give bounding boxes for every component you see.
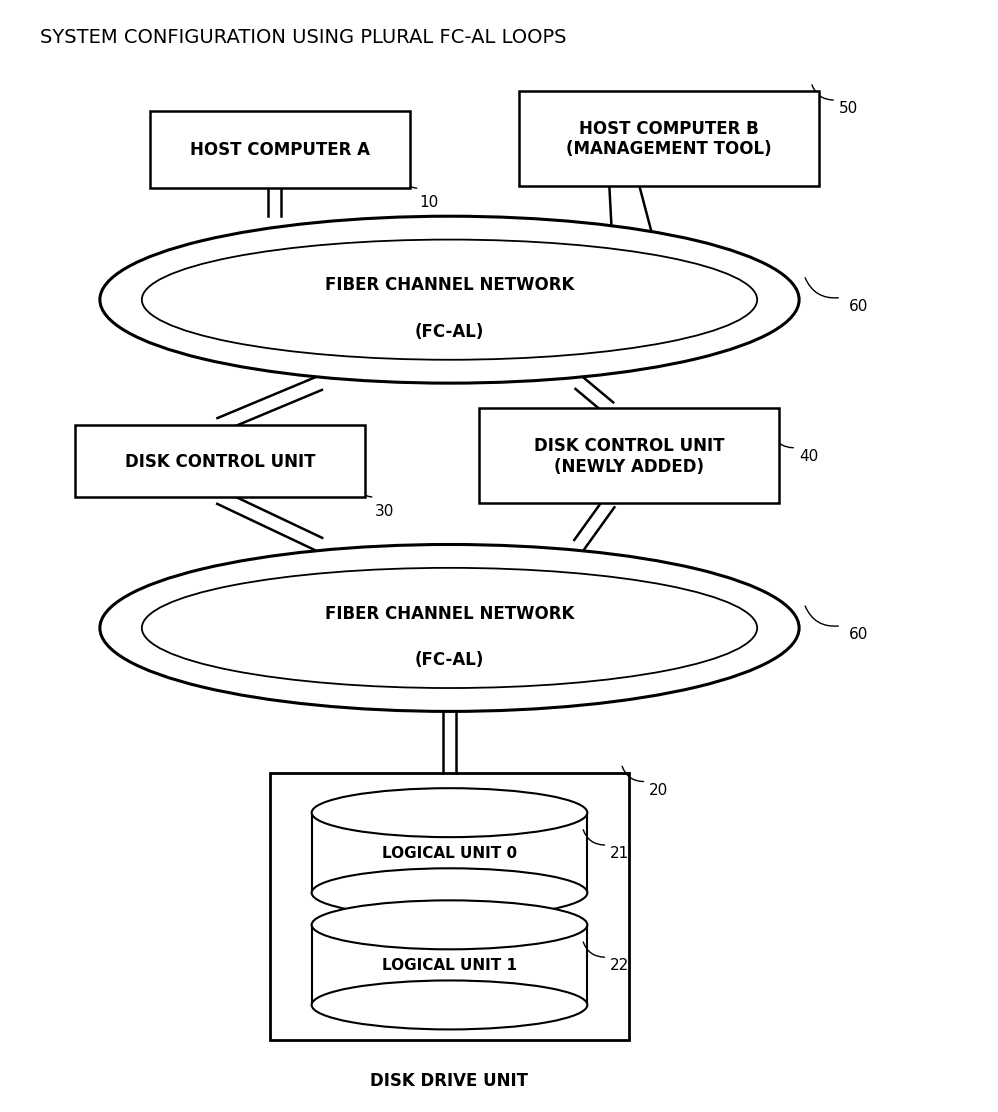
Text: (FC-AL): (FC-AL) — [414, 322, 484, 341]
Text: FIBER CHANNEL NETWORK: FIBER CHANNEL NETWORK — [324, 604, 574, 623]
Bar — [519, 92, 818, 186]
Text: 20: 20 — [649, 782, 668, 797]
Bar — [150, 111, 409, 189]
Bar — [479, 408, 778, 503]
Text: 60: 60 — [848, 626, 867, 642]
Ellipse shape — [311, 788, 587, 837]
Bar — [311, 925, 587, 1005]
Text: HOST COMPUTER A: HOST COMPUTER A — [190, 141, 369, 159]
Bar — [75, 426, 364, 498]
Text: 30: 30 — [374, 503, 393, 518]
Text: 50: 50 — [838, 101, 857, 116]
Text: 60: 60 — [848, 298, 867, 314]
Text: HOST COMPUTER B
(MANAGEMENT TOOL): HOST COMPUTER B (MANAGEMENT TOOL) — [566, 120, 771, 158]
Text: SYSTEM CONFIGURATION USING PLURAL FC-AL LOOPS: SYSTEM CONFIGURATION USING PLURAL FC-AL … — [40, 28, 566, 47]
Bar — [269, 773, 629, 1040]
Text: DISK DRIVE UNIT: DISK DRIVE UNIT — [370, 1071, 528, 1089]
Text: LOGICAL UNIT 0: LOGICAL UNIT 0 — [381, 845, 517, 861]
Text: 40: 40 — [798, 448, 817, 464]
Ellipse shape — [100, 545, 798, 712]
Text: LOGICAL UNIT 1: LOGICAL UNIT 1 — [381, 957, 517, 973]
Text: (FC-AL): (FC-AL) — [414, 651, 484, 669]
Text: 22: 22 — [610, 957, 629, 973]
Ellipse shape — [311, 901, 587, 950]
Text: DISK CONTROL UNIT
(NEWLY ADDED): DISK CONTROL UNIT (NEWLY ADDED) — [534, 437, 724, 475]
Ellipse shape — [100, 217, 798, 384]
Bar — [311, 813, 587, 893]
Ellipse shape — [311, 868, 587, 917]
Ellipse shape — [311, 981, 587, 1030]
Text: DISK CONTROL UNIT: DISK CONTROL UNIT — [125, 453, 314, 470]
Text: 10: 10 — [419, 195, 438, 209]
Text: FIBER CHANNEL NETWORK: FIBER CHANNEL NETWORK — [324, 276, 574, 295]
Text: 21: 21 — [610, 845, 629, 861]
